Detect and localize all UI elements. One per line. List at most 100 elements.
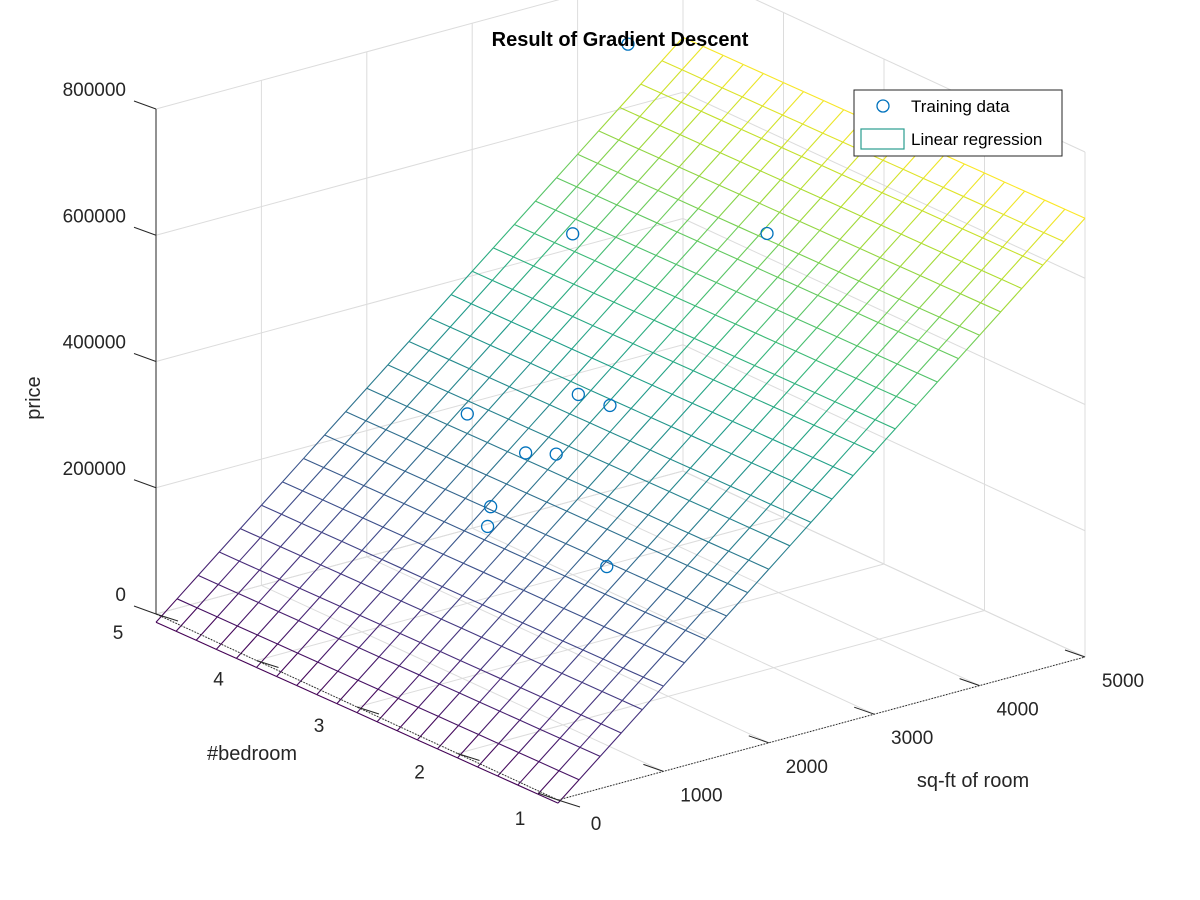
surface-mesh-line xyxy=(573,260,596,285)
surface-mesh-line xyxy=(399,609,422,634)
surface-mesh-line xyxy=(217,560,240,585)
surface-mesh-line xyxy=(980,279,1003,304)
surface-mesh-line xyxy=(572,292,595,317)
surface-mesh-line xyxy=(440,595,463,620)
surface-mesh-line xyxy=(714,291,737,316)
surface-mesh-line xyxy=(342,508,364,519)
data-point xyxy=(603,398,617,413)
surface-mesh-line xyxy=(470,335,491,346)
surface-mesh-line xyxy=(530,362,551,373)
surface-mesh-line xyxy=(675,240,698,265)
surface-mesh-line xyxy=(733,365,755,390)
surface-mesh-line xyxy=(801,155,822,167)
surface-mesh-line xyxy=(457,757,478,768)
surface-mesh-line xyxy=(920,275,941,286)
surface-mesh-line xyxy=(484,516,506,541)
surface-mesh-line xyxy=(938,349,959,360)
z-tick-label: 400000 xyxy=(63,333,126,354)
surface-mesh-line xyxy=(635,222,658,247)
data-point xyxy=(566,227,580,241)
surface-mesh-line xyxy=(818,262,840,273)
surface-mesh-line xyxy=(425,424,448,449)
surface-mesh-line xyxy=(940,228,963,253)
surface-mesh-line xyxy=(834,401,856,412)
surface-mesh-line xyxy=(406,382,429,407)
surface-mesh-line xyxy=(875,386,897,397)
surface-mesh-line xyxy=(554,218,577,243)
surface-mesh-line xyxy=(239,560,260,571)
surface-mesh-line xyxy=(259,546,281,571)
surface-mesh-line xyxy=(299,564,322,589)
surface-mesh-line xyxy=(963,172,985,197)
surface-mesh-line xyxy=(420,586,443,611)
surface-mesh-line xyxy=(561,649,584,674)
surface-mesh-line xyxy=(880,201,903,226)
surface-mesh-line xyxy=(468,344,491,369)
surface-mesh-line xyxy=(880,224,902,235)
surface-mesh-line xyxy=(616,181,639,206)
surface-mesh-line xyxy=(652,328,675,354)
surface-mesh-line xyxy=(861,159,884,185)
surface-mesh-line xyxy=(626,537,648,548)
z-tick xyxy=(133,353,157,362)
surface-mesh-line xyxy=(1023,223,1045,234)
surface-mesh-line xyxy=(779,211,800,222)
surface-mesh-line xyxy=(513,256,534,267)
surface-mesh-line xyxy=(918,284,941,309)
axes xyxy=(133,100,1086,808)
surface-mesh-line xyxy=(529,395,550,406)
surface-mesh-line xyxy=(551,316,574,341)
surface-mesh-line xyxy=(463,562,484,573)
surface-mesh-line xyxy=(463,507,486,532)
surface-mesh-line xyxy=(817,294,839,305)
surface-mesh-line xyxy=(480,669,501,680)
surface-mesh-line xyxy=(810,498,833,523)
surface-mesh-line xyxy=(779,188,802,213)
z-tick-label: 0 xyxy=(115,585,126,606)
surface-mesh-line xyxy=(601,690,623,702)
surface-mesh-line xyxy=(460,636,482,661)
surface-mesh-line xyxy=(499,687,522,712)
surface-mesh-line xyxy=(942,219,963,230)
surface-mesh-line xyxy=(521,654,543,665)
y-tick xyxy=(356,706,380,715)
surface-mesh-line xyxy=(260,513,282,539)
surface-mesh-line xyxy=(459,669,481,694)
surface-mesh-line xyxy=(576,186,597,197)
surface-mesh-line xyxy=(590,366,613,391)
surface-mesh-line xyxy=(701,78,723,89)
surface-mesh-line xyxy=(320,541,343,566)
surface-mesh-line xyxy=(542,631,564,642)
surface-mesh-line xyxy=(760,170,781,181)
y-tick-label: 5 xyxy=(113,623,124,644)
surface-mesh-line xyxy=(501,622,524,647)
surface-mesh-line xyxy=(691,379,714,404)
surface-mesh-line xyxy=(461,627,482,638)
surface-mesh-line xyxy=(380,591,402,602)
surface-mesh-line xyxy=(860,192,883,217)
surface-mesh-line xyxy=(680,78,703,103)
surface-mesh-line xyxy=(477,743,500,768)
surface-mesh-line xyxy=(380,568,403,593)
surface-mesh-line xyxy=(770,480,793,505)
surface-mesh-line xyxy=(235,634,258,659)
surface-mesh-line xyxy=(666,532,689,557)
surface-mesh-line xyxy=(618,139,640,150)
surface-mesh-line xyxy=(316,670,339,695)
surface-mesh-line xyxy=(609,431,631,442)
surface-mesh-line xyxy=(961,237,983,262)
surface-mesh-line xyxy=(878,289,900,300)
surface-mesh-line xyxy=(861,183,883,194)
surface-mesh-line xyxy=(594,236,617,262)
surface-mesh-line xyxy=(574,251,595,262)
z-tick xyxy=(133,479,157,489)
surface-mesh-line xyxy=(659,125,681,136)
surface-mesh-line xyxy=(447,368,470,393)
surface-mesh-line xyxy=(444,521,465,532)
surface-mesh-line xyxy=(571,325,594,350)
surface-mesh-line xyxy=(597,162,619,173)
surface-mesh-line xyxy=(710,453,732,478)
surface-mesh-line xyxy=(813,424,835,435)
surface-mesh-line xyxy=(426,414,448,425)
surface-mesh-line xyxy=(718,161,741,186)
